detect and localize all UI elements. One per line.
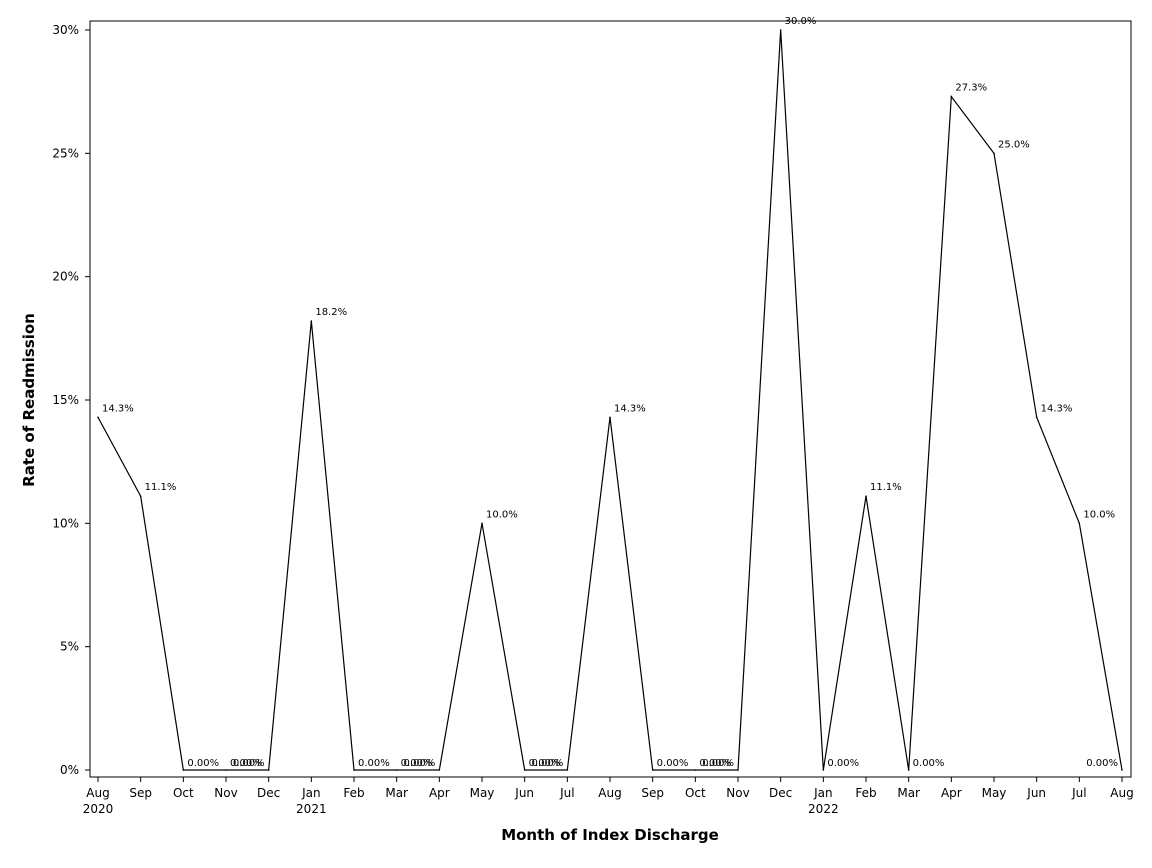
x-tick-label: Aug bbox=[86, 786, 109, 800]
data-point bbox=[267, 769, 270, 771]
x-tick-label: May bbox=[470, 786, 495, 800]
x-axis-title: Month of Index Discharge bbox=[501, 826, 719, 844]
data-point bbox=[694, 769, 697, 771]
x-tick-year-label: 2021 bbox=[296, 802, 327, 816]
data-point bbox=[438, 769, 441, 771]
data-label: 11.1% bbox=[870, 482, 902, 493]
data-point bbox=[609, 416, 611, 419]
data-point bbox=[907, 769, 910, 771]
y-axis-title: Rate of Readmission bbox=[20, 313, 38, 487]
x-tick-label: Feb bbox=[343, 786, 364, 800]
data-label: 0.00% bbox=[827, 758, 859, 769]
data-label: 0.00% bbox=[187, 758, 219, 769]
data-point bbox=[993, 152, 995, 155]
x-tick-label: Jan bbox=[813, 786, 833, 800]
x-axis: Aug 2020 Sep Oct Nov Dec Jan 2021 Feb Mar Apr May Ju… bbox=[83, 777, 1134, 816]
data-point bbox=[395, 769, 398, 771]
x-tick-label: Jan bbox=[301, 786, 321, 800]
data-label: 0.00% bbox=[529, 758, 561, 769]
data-point bbox=[1121, 769, 1123, 771]
data-point bbox=[651, 769, 654, 771]
data-point bbox=[353, 769, 355, 771]
data-label: 14.3% bbox=[614, 403, 646, 414]
x-tick-label: Jul bbox=[1071, 786, 1086, 800]
data-label: 0.00% bbox=[913, 758, 945, 769]
y-tick-label: 20% bbox=[52, 270, 79, 284]
data-label: 0.00% bbox=[657, 758, 689, 769]
data-label: 0.00% bbox=[1086, 758, 1118, 769]
data-label: 0.00% bbox=[699, 758, 731, 769]
x-tick-label: Sep bbox=[641, 786, 664, 800]
data-point bbox=[139, 495, 142, 498]
data-label: 27.3% bbox=[955, 83, 987, 94]
data-labels: 14.3% 11.1% 0.00% 0.00% 0.00% 18.2% 0.00% 0.00%… bbox=[102, 16, 1118, 769]
data-label: 0.00% bbox=[702, 758, 734, 769]
x-tick-label: Nov bbox=[214, 786, 237, 800]
data-label: 10.0% bbox=[486, 509, 518, 520]
data-point bbox=[566, 769, 569, 771]
data-point bbox=[523, 769, 526, 771]
data-label: 18.2% bbox=[315, 307, 347, 318]
x-tick-label: Apr bbox=[429, 786, 450, 800]
data-point bbox=[822, 769, 825, 771]
data-point bbox=[1078, 522, 1081, 525]
data-label: 0.00% bbox=[404, 758, 436, 769]
data-label: 11.1% bbox=[145, 482, 177, 493]
y-tick-label: 5% bbox=[60, 640, 79, 654]
data-label: 0.00% bbox=[233, 758, 265, 769]
data-point bbox=[1035, 416, 1038, 419]
x-tick-label: Apr bbox=[941, 786, 962, 800]
plot-frame bbox=[89, 20, 1132, 778]
data-label: 25.0% bbox=[998, 139, 1030, 150]
x-tick-label: Dec bbox=[769, 786, 792, 800]
data-label: 0.00% bbox=[532, 758, 564, 769]
x-tick-label: Jun bbox=[514, 786, 534, 800]
data-label: 14.3% bbox=[1041, 403, 1073, 414]
data-point bbox=[310, 320, 313, 322]
x-tick-label: May bbox=[982, 786, 1007, 800]
series-line bbox=[97, 29, 1123, 771]
data-points bbox=[97, 29, 1123, 771]
data-point bbox=[950, 95, 953, 98]
data-point bbox=[97, 416, 99, 419]
data-point bbox=[737, 769, 739, 771]
x-tick-label: Jul bbox=[559, 786, 574, 800]
y-tick-label: 25% bbox=[52, 146, 79, 160]
y-axis: 0% 5% 10% 15% 20% 25% 30% bbox=[52, 23, 90, 777]
x-tick-label: Oct bbox=[173, 786, 194, 800]
y-tick-label: 30% bbox=[52, 23, 79, 37]
data-point bbox=[225, 769, 227, 771]
x-tick-label: Oct bbox=[685, 786, 706, 800]
x-tick-label: Mar bbox=[897, 786, 920, 800]
data-label: 0.00% bbox=[358, 758, 390, 769]
x-tick-year-label: 2020 bbox=[83, 802, 114, 816]
y-tick-label: 0% bbox=[60, 763, 79, 777]
x-tick-label: Aug bbox=[1110, 786, 1133, 800]
x-tick-label: Nov bbox=[726, 786, 749, 800]
data-label: 10.0% bbox=[1083, 509, 1115, 520]
data-point bbox=[865, 495, 867, 498]
y-tick-label: 10% bbox=[52, 516, 79, 530]
data-point bbox=[779, 29, 782, 31]
x-tick-label: Aug bbox=[598, 786, 621, 800]
data-label: 0.00% bbox=[401, 758, 433, 769]
data-label: 0.00% bbox=[230, 758, 262, 769]
data-point bbox=[182, 769, 185, 771]
x-tick-label: Feb bbox=[855, 786, 876, 800]
x-tick-label: Sep bbox=[129, 786, 152, 800]
data-point bbox=[481, 522, 483, 525]
x-tick-label: Mar bbox=[385, 786, 408, 800]
data-label: 14.3% bbox=[102, 403, 134, 414]
x-tick-year-label: 2022 bbox=[808, 802, 839, 816]
x-tick-label: Jun bbox=[1026, 786, 1046, 800]
x-tick-label: Dec bbox=[257, 786, 280, 800]
data-label: 30.0% bbox=[785, 16, 817, 27]
y-tick-label: 15% bbox=[52, 393, 79, 407]
